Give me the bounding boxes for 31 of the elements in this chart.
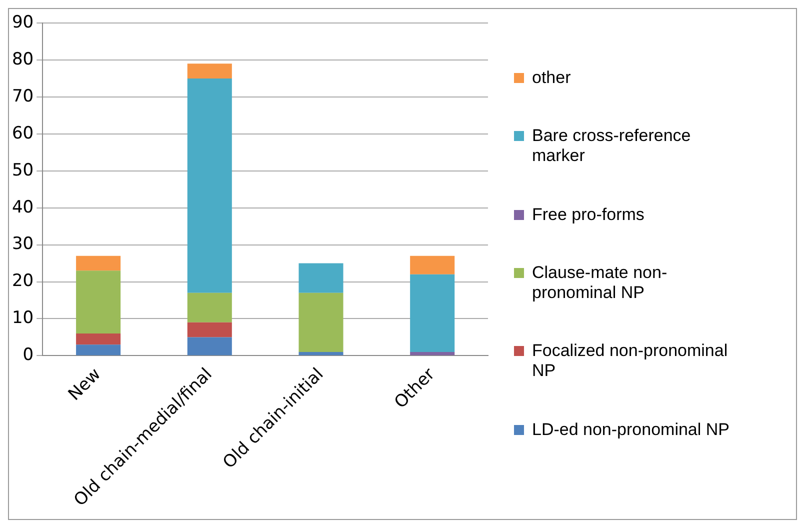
y-tick-label: 50 [12, 160, 34, 180]
y-tick-label: 80 [12, 49, 34, 70]
bar [76, 334, 121, 345]
bar [187, 64, 232, 78]
bar [187, 78, 232, 293]
y-tick-label: 0 [22, 345, 34, 366]
y-tick-label: 70 [12, 86, 34, 106]
y-tick-label: 60 [12, 123, 34, 144]
legend-label: Focalized non-pronominal NP [532, 341, 729, 382]
bar [76, 344, 121, 356]
legend-label: Bare cross-reference marker [532, 126, 692, 166]
legend-label: Clause-mate non-pronominal NP [532, 263, 668, 304]
bar [410, 274, 455, 352]
y-tick-label: 40 [12, 197, 34, 218]
bar [298, 263, 344, 293]
y-tick-label: 30 [12, 234, 34, 254]
bar [410, 352, 455, 356]
bar [76, 270, 121, 334]
bar [187, 337, 232, 356]
bar [76, 256, 121, 271]
y-tick-label: 90 [12, 12, 34, 32]
bar [187, 292, 232, 322]
legend-label: Free pro-forms [532, 204, 646, 225]
bar [298, 352, 344, 356]
bar [410, 256, 455, 274]
y-tick-label: 10 [12, 308, 34, 328]
legend-label: LD-ed non-pronominal NP [532, 420, 730, 440]
bar [298, 292, 344, 352]
bar [187, 322, 232, 338]
legend-label: other [532, 68, 572, 88]
y-tick-label: 20 [12, 271, 34, 292]
